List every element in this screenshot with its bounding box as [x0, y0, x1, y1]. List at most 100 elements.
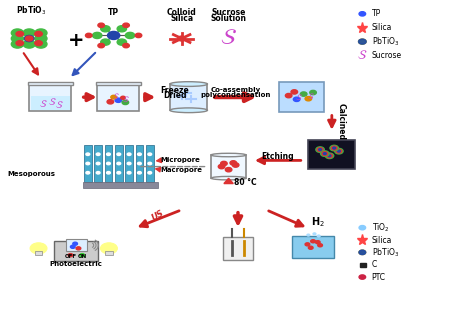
Text: $\mathcal{S}$: $\mathcal{S}$ [295, 92, 303, 102]
Circle shape [127, 172, 131, 174]
Text: Macropore: Macropore [161, 167, 202, 173]
Text: $\mathcal{S}$: $\mathcal{S}$ [220, 28, 237, 48]
Circle shape [35, 29, 47, 37]
Circle shape [137, 172, 141, 174]
Text: PbTiO$_3$: PbTiO$_3$ [372, 246, 399, 259]
Circle shape [107, 153, 110, 156]
Text: PbTiO$_3$: PbTiO$_3$ [16, 4, 47, 17]
Circle shape [315, 241, 320, 244]
Circle shape [311, 240, 315, 243]
Circle shape [108, 31, 120, 39]
Circle shape [359, 250, 365, 254]
Circle shape [117, 153, 121, 156]
Circle shape [85, 33, 92, 38]
Circle shape [115, 98, 122, 102]
Circle shape [328, 155, 331, 157]
Text: $\mathcal{S}$: $\mathcal{S}$ [112, 91, 120, 100]
Circle shape [291, 90, 298, 94]
Circle shape [86, 162, 90, 165]
Circle shape [230, 161, 237, 165]
Circle shape [107, 162, 110, 165]
Circle shape [92, 32, 102, 38]
Text: TP: TP [372, 9, 381, 18]
Text: 80 °C: 80 °C [234, 177, 257, 187]
FancyBboxPatch shape [279, 83, 324, 112]
Circle shape [135, 33, 142, 38]
Text: Mesoporous: Mesoporous [8, 171, 55, 177]
Circle shape [330, 145, 338, 151]
Circle shape [25, 35, 34, 42]
Circle shape [148, 172, 152, 174]
Text: polycondensation: polycondensation [201, 92, 271, 98]
Circle shape [325, 153, 334, 159]
Ellipse shape [211, 177, 246, 180]
Text: $\mathcal{S}$: $\mathcal{S}$ [122, 94, 130, 104]
Circle shape [71, 245, 75, 248]
Text: PTC: PTC [372, 273, 386, 282]
Circle shape [86, 172, 90, 174]
Circle shape [123, 44, 129, 48]
Circle shape [122, 100, 128, 105]
FancyBboxPatch shape [30, 96, 70, 110]
FancyBboxPatch shape [96, 82, 141, 85]
FancyBboxPatch shape [223, 237, 253, 260]
Text: $\mathcal{S}$: $\mathcal{S}$ [307, 91, 315, 100]
Circle shape [11, 40, 24, 48]
Circle shape [323, 153, 326, 155]
Circle shape [218, 164, 225, 169]
Circle shape [337, 150, 340, 152]
Circle shape [359, 226, 365, 230]
Circle shape [96, 162, 100, 165]
Circle shape [11, 29, 24, 37]
Circle shape [16, 31, 24, 36]
Text: Colloid: Colloid [167, 8, 197, 17]
Circle shape [127, 162, 131, 165]
Circle shape [98, 44, 104, 48]
Circle shape [359, 250, 365, 254]
Circle shape [148, 153, 152, 156]
Circle shape [35, 34, 47, 43]
Circle shape [333, 147, 336, 149]
Circle shape [336, 149, 342, 153]
FancyBboxPatch shape [125, 145, 133, 182]
Circle shape [117, 26, 127, 32]
Circle shape [320, 151, 329, 156]
Text: Silica: Silica [372, 235, 392, 244]
Circle shape [96, 172, 100, 174]
Circle shape [121, 96, 125, 99]
Text: Etching: Etching [262, 151, 294, 161]
Text: PbTiO$_3$: PbTiO$_3$ [372, 35, 399, 48]
Circle shape [117, 172, 121, 174]
Circle shape [98, 23, 104, 28]
Circle shape [359, 250, 365, 254]
Circle shape [16, 41, 24, 46]
FancyBboxPatch shape [94, 145, 102, 182]
Text: $\mathcal{S}$: $\mathcal{S}$ [39, 98, 47, 109]
FancyBboxPatch shape [54, 241, 99, 261]
Circle shape [317, 148, 323, 151]
Circle shape [225, 167, 232, 172]
Circle shape [322, 152, 328, 156]
FancyBboxPatch shape [105, 251, 113, 254]
Text: Sucrose: Sucrose [211, 8, 246, 17]
Text: Silica: Silica [170, 14, 193, 23]
Circle shape [111, 95, 117, 99]
Circle shape [73, 242, 77, 245]
Circle shape [76, 247, 81, 250]
Text: TP: TP [108, 8, 119, 17]
Circle shape [232, 163, 239, 167]
Text: H$_2$: H$_2$ [311, 215, 325, 229]
Text: OFF: OFF [64, 254, 76, 259]
FancyBboxPatch shape [105, 145, 112, 182]
FancyBboxPatch shape [146, 145, 154, 182]
FancyBboxPatch shape [292, 236, 334, 258]
Circle shape [335, 148, 343, 154]
Circle shape [220, 161, 227, 166]
Text: Silica: Silica [372, 23, 392, 32]
Circle shape [11, 34, 24, 43]
Text: +: + [68, 31, 84, 49]
Circle shape [358, 39, 366, 44]
Circle shape [35, 40, 47, 48]
Circle shape [305, 243, 310, 246]
Circle shape [96, 153, 100, 156]
